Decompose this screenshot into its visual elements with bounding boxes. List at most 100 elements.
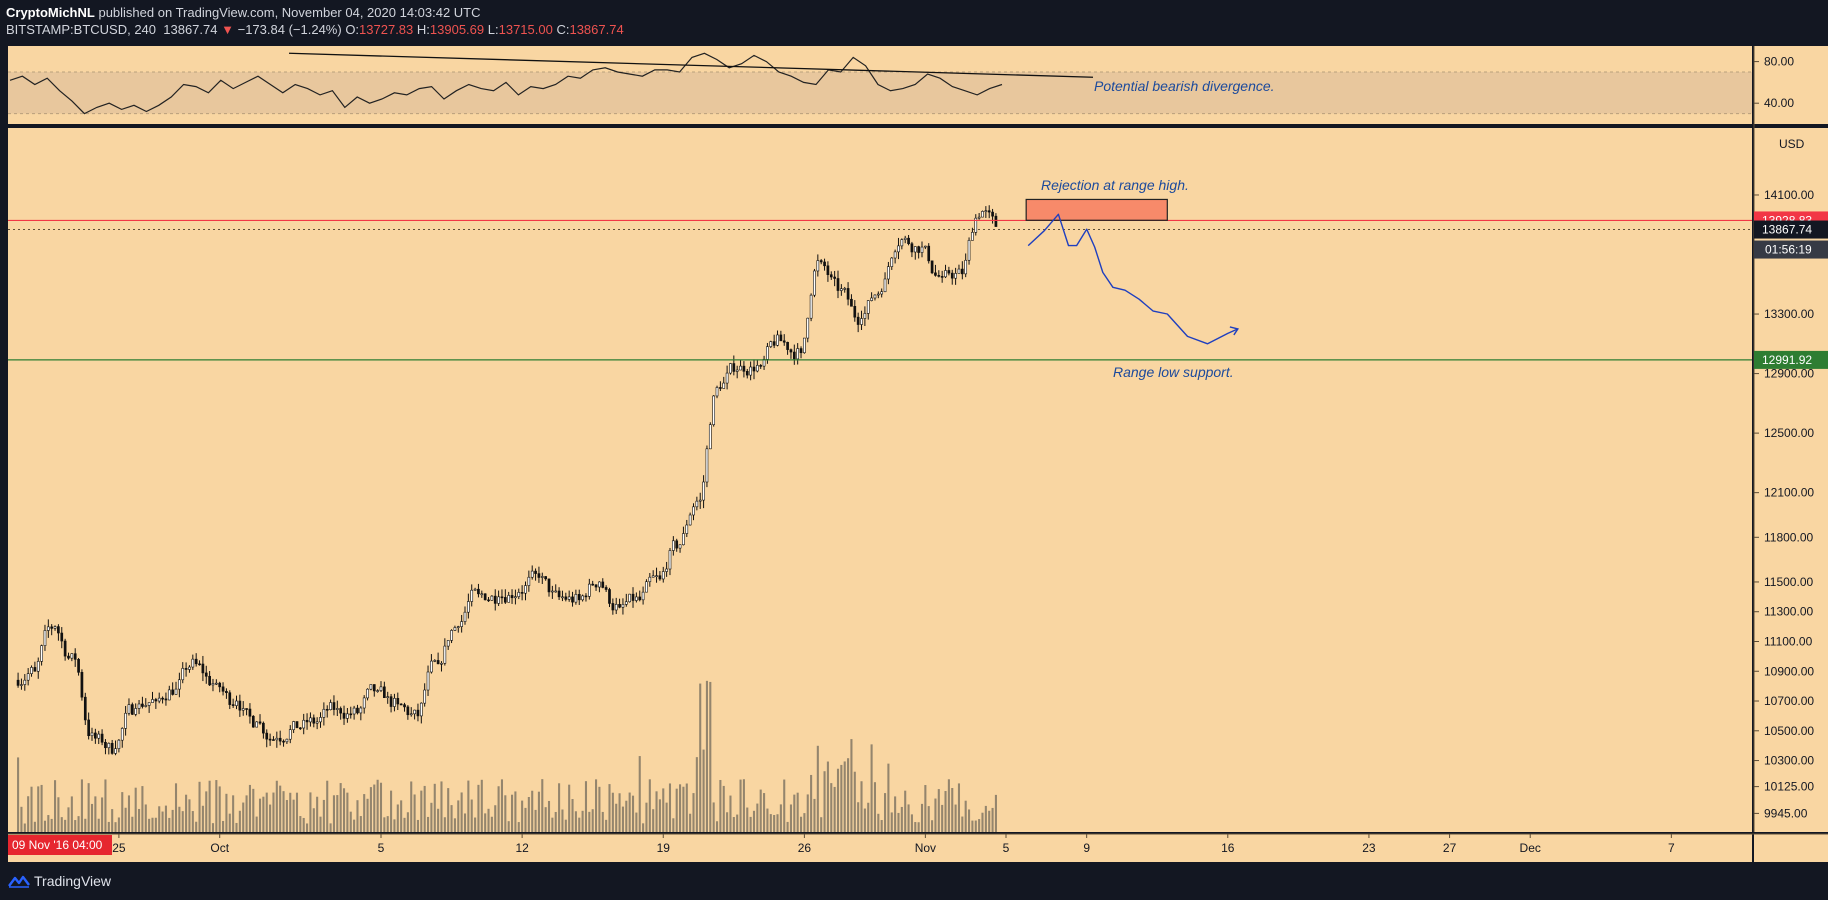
volume-bar <box>423 785 426 832</box>
candle-body <box>245 708 248 710</box>
volume-bar <box>124 807 127 832</box>
divergence-annotation: Potential bearish divergence. <box>1094 78 1275 94</box>
volume-bar <box>420 790 423 832</box>
candle-body <box>742 365 746 372</box>
volume-bar <box>252 788 255 832</box>
volume-bar <box>527 797 530 832</box>
candle-body <box>235 700 238 706</box>
volume-bar <box>410 781 413 832</box>
candle-body <box>312 717 316 724</box>
volume-bar <box>437 808 440 832</box>
candle-body <box>937 275 941 277</box>
candle-body <box>648 576 652 583</box>
volume-bar <box>850 739 853 832</box>
volume-bar <box>517 822 520 832</box>
author-name[interactable]: CryptoMichNL <box>6 5 95 20</box>
volume-bar <box>978 819 981 832</box>
volume-bar <box>816 745 819 832</box>
volume-bar <box>299 816 302 832</box>
candle-body <box>897 245 900 253</box>
candle-body <box>16 679 20 686</box>
volume-bar <box>376 779 379 832</box>
volume-bar <box>329 823 332 832</box>
volume-bar <box>652 809 655 832</box>
volume-bar <box>584 781 588 832</box>
volume-bar <box>598 786 601 832</box>
volume-bar <box>369 787 372 832</box>
volume-bar <box>887 763 890 832</box>
projection-path[interactable] <box>1027 213 1239 345</box>
candle-body <box>201 663 205 674</box>
candle-body <box>803 337 806 354</box>
volume-bar <box>198 781 201 832</box>
price-axis-label: 9945.00 <box>1764 806 1808 820</box>
time-axis-label: 19 <box>657 841 671 855</box>
time-axis-label: Oct <box>210 841 229 855</box>
candle-body <box>389 696 393 707</box>
volume-bar <box>531 790 534 832</box>
candle-body <box>893 251 897 259</box>
candle-body <box>255 721 259 728</box>
volume-bar <box>440 781 443 832</box>
candle-body <box>779 334 783 342</box>
candle-body <box>406 706 410 716</box>
volume-bar <box>285 800 288 832</box>
time-axis-label: Dec <box>1520 841 1541 855</box>
tradingview-brand[interactable]: TradingView <box>34 873 112 889</box>
chart-canvas[interactable]: Potential bearish divergence.80.0040.00 … <box>0 0 1828 864</box>
rejection-zone[interactable] <box>1025 198 1168 221</box>
footer-bar: TradingView <box>0 864 1828 900</box>
volume-bar <box>30 786 33 832</box>
volume-bar <box>312 808 315 832</box>
candle-body <box>178 679 181 690</box>
volume-bar <box>215 780 218 832</box>
price-pane[interactable]: Rejection at range high. Range low suppor… <box>8 46 1828 832</box>
volume-bar <box>349 811 352 832</box>
price-axis-label: 11800.00 <box>1764 530 1813 544</box>
time-axis[interactable]: 25 Oct 5 12 19 26 Nov 5 9 16 23 27 Dec 7 09 Nov '16 04… <box>8 833 1828 862</box>
candle-body <box>853 306 857 318</box>
symbol-label[interactable]: BITSTAMP:BTCUSD, 240 <box>6 22 157 37</box>
candle-body <box>43 630 47 646</box>
projection-arrowhead <box>1229 326 1240 336</box>
volume-bar <box>631 795 635 832</box>
tradingview-logo-icon[interactable] <box>8 874 30 888</box>
volume-bar <box>262 796 265 832</box>
candle-body <box>26 673 30 681</box>
volume-bar <box>306 823 309 832</box>
candle-body <box>379 686 383 691</box>
candle-body <box>342 712 346 719</box>
candle-body <box>467 601 470 613</box>
volume-bar <box>164 805 167 832</box>
candle-body <box>433 660 437 662</box>
volume-bar <box>699 683 702 832</box>
volume-bar <box>773 815 776 832</box>
candle-body <box>799 348 803 354</box>
candle-body <box>265 732 269 740</box>
volume-bar <box>662 788 665 832</box>
rsi-pane[interactable]: Potential bearish divergence. 80.00 40.00 <box>8 46 1828 124</box>
volume-bar <box>904 790 907 832</box>
volume-bar <box>54 780 57 832</box>
candle-body <box>836 278 840 291</box>
candle-body <box>792 351 796 360</box>
volume-bar <box>258 798 262 832</box>
volume-bar <box>497 786 500 832</box>
volume-bar <box>487 808 490 832</box>
time-axis-label: 27 <box>1443 841 1457 855</box>
volume-bar <box>537 791 540 832</box>
candle-body <box>436 660 440 665</box>
volume-bar <box>766 808 769 832</box>
countdown-label: 01:56:19 <box>1765 243 1812 257</box>
candle-body <box>134 708 138 715</box>
volume-bar <box>232 795 235 832</box>
volume-bar <box>920 803 924 832</box>
volume-bar <box>991 807 994 832</box>
candle-body <box>372 684 376 692</box>
candle-body <box>87 719 90 737</box>
volume-bar <box>242 802 245 832</box>
candle-body <box>33 667 37 672</box>
volume-bar <box>342 788 346 832</box>
candle-body <box>903 237 907 240</box>
divergence-trendline[interactable] <box>288 52 1094 78</box>
